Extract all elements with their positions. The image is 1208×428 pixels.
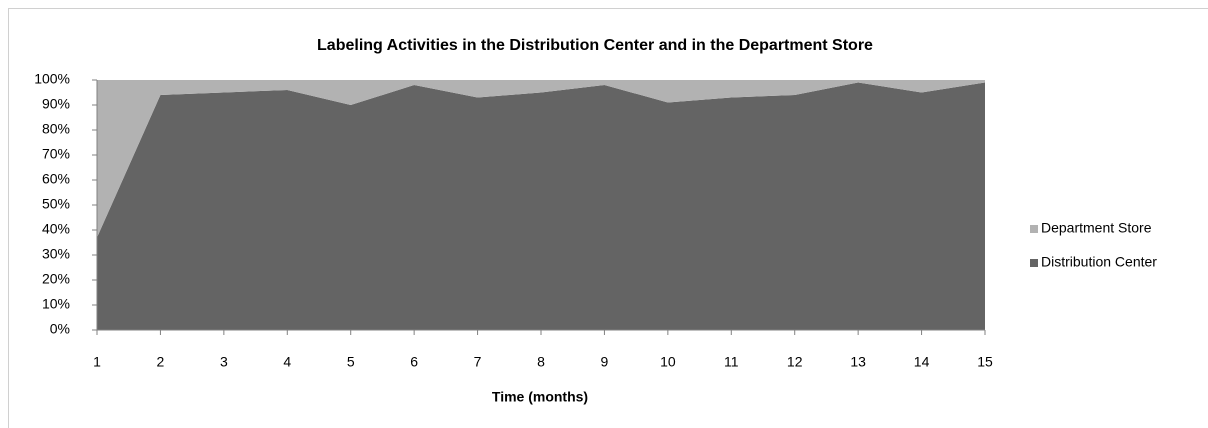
y-tick-label: 80%	[42, 121, 70, 137]
y-tick-label: 40%	[42, 221, 70, 237]
x-tick-label: 5	[347, 354, 355, 370]
x-tick-label: 1	[93, 354, 101, 370]
legend-swatch	[1030, 225, 1038, 233]
x-tick-label: 4	[283, 354, 291, 370]
x-tick-label: 3	[220, 354, 228, 370]
y-tick-label: 60%	[42, 171, 70, 187]
legend-label: Department Store	[1041, 220, 1152, 236]
y-tick-label: 20%	[42, 271, 70, 287]
x-tick-label: 12	[787, 354, 803, 370]
y-tick-label: 50%	[42, 196, 70, 212]
x-tick-label: 7	[474, 354, 482, 370]
y-tick-label: 30%	[42, 246, 70, 262]
chart-title: Labeling Activities in the Distribution …	[317, 37, 873, 54]
legend-swatch	[1030, 259, 1038, 267]
x-tick-label: 10	[660, 354, 676, 370]
x-tick-label: 11	[724, 354, 739, 370]
area	[97, 82, 985, 330]
x-tick-label: 15	[977, 354, 993, 370]
y-tick-label: 70%	[42, 146, 70, 162]
y-tick-label: 90%	[42, 96, 70, 112]
chart-border	[8, 8, 1208, 428]
x-tick-label: 6	[410, 354, 418, 370]
y-tick-label: 100%	[34, 71, 70, 87]
y-tick-label: 10%	[42, 296, 70, 312]
x-axis-label: Time (months)	[492, 389, 588, 405]
x-tick-label: 14	[914, 354, 930, 370]
y-tick-label: 0%	[50, 321, 70, 337]
x-tick-label: 8	[537, 354, 545, 370]
legend-label: Distribution Center	[1041, 254, 1157, 270]
x-tick-label: 13	[850, 354, 866, 370]
x-tick-label: 9	[601, 354, 609, 370]
x-tick-label: 2	[157, 354, 165, 370]
